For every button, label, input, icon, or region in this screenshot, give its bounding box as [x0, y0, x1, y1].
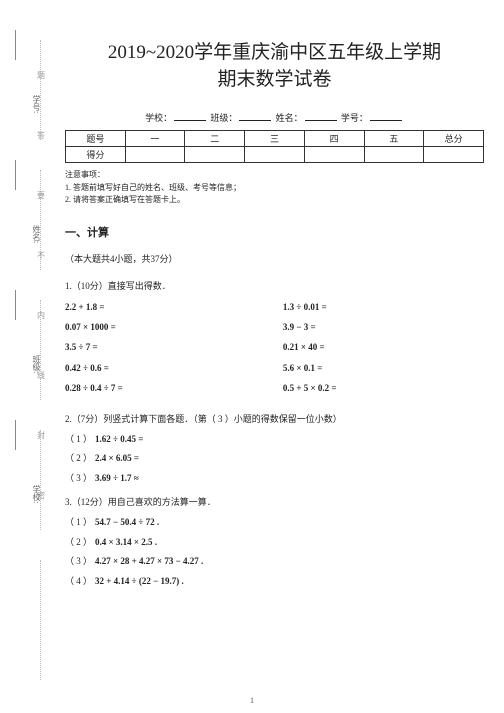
label-name: 姓名：: [276, 113, 303, 123]
bind-label-school: 学校:: [18, 485, 42, 503]
expr: 3.69 ÷ 1.7 ≈: [95, 473, 139, 483]
bind-char: 内: [36, 310, 46, 321]
question-head: 1.（10分）直接写出得数．: [65, 279, 484, 293]
label-class: 班级：: [210, 113, 237, 123]
expr: 5.6 × 0.1 =: [283, 361, 484, 375]
expr: 0.5 + 5 × 0.2 =: [283, 381, 484, 395]
expr: 1.3 ÷ 0.01 =: [283, 300, 484, 314]
binding-margin: 题 答 要 不 内 线 封 密 学号: 姓名: 班级: 学校:: [0, 0, 62, 713]
expr: 3.9 − 3 =: [283, 320, 484, 334]
bind-char: 要: [36, 190, 46, 201]
expr: 3.5 ÷ 7 =: [65, 340, 283, 354]
expr: 32 + 4.14 ÷ (22 − 19.7) .: [95, 576, 184, 586]
bind-label-id: 学号:: [18, 95, 42, 113]
blank-class[interactable]: [239, 111, 271, 121]
th: 五: [364, 131, 424, 147]
notes-line: 2. 请将答案正确填写在答题卡上。: [65, 194, 484, 206]
expr: 0.42 ÷ 0.6 =: [65, 361, 283, 375]
bind-char: 答: [36, 130, 46, 141]
th: 二: [185, 131, 245, 147]
exam-page: 题 答 要 不 内 线 封 密 学号: 姓名: 班级: 学校: 2019~202…: [0, 0, 504, 713]
expr: 2.2 + 1.8 =: [65, 300, 283, 314]
bind-char: 封: [36, 430, 46, 441]
question-2: 2.（7分）列竖式计算下面各题．（第（ 3 ）小题的得数保留一位小数） （ 1 …: [65, 412, 484, 486]
section-heading: 一、计算: [65, 224, 484, 240]
td[interactable]: [424, 147, 484, 163]
bind-label-name: 姓名:: [18, 225, 42, 243]
th: 三: [245, 131, 305, 147]
blank-name[interactable]: [305, 111, 337, 121]
score-table: 题号 一 二 三 四 五 总分 得分: [65, 130, 484, 163]
expr: 0.21 × 40 =: [283, 340, 484, 354]
expr: 4.27 × 28 + 4.27 × 73 − 4.27 .: [95, 556, 203, 566]
blank-id[interactable]: [370, 111, 402, 121]
notes-line: 1. 答题前填写好自己的姓名、班级、考号等信息；: [65, 182, 484, 194]
bind-char: 不: [36, 250, 46, 261]
student-info-line: 学校： 班级： 姓名： 学号：: [65, 111, 484, 124]
td[interactable]: [185, 147, 245, 163]
page-number: 1: [0, 696, 504, 705]
td: 得分: [66, 147, 126, 163]
blank-school[interactable]: [174, 111, 206, 121]
expr: 0.28 ÷ 0.4 ÷ 7 =: [65, 381, 283, 395]
table-row: 题号 一 二 三 四 五 总分: [66, 131, 484, 147]
question-3: 3.（12分）用自己喜欢的方法算一算． （ 1 ）54.7 − 50.4 ÷ 7…: [65, 495, 484, 588]
question-head: 2.（7分）列竖式计算下面各题．（第（ 3 ）小题的得数保留一位小数）: [65, 412, 484, 426]
notes-block: 注意事项： 1. 答题前填写好自己的姓名、班级、考号等信息； 2. 请将答案正确…: [65, 169, 484, 206]
content-area: 2019~2020学年重庆渝中区五年级上学期 期末数学试卷 学校： 班级： 姓名…: [65, 40, 484, 596]
td[interactable]: [245, 147, 305, 163]
expr: 2.4 × 6.05 =: [95, 453, 139, 463]
th: 四: [304, 131, 364, 147]
expr: 0.4 × 3.14 × 2.5 .: [95, 537, 157, 547]
expr: 54.7 − 50.4 ÷ 72 .: [95, 517, 159, 527]
exam-title: 2019~2020学年重庆渝中区五年级上学期 期末数学试卷: [65, 40, 484, 93]
label-id: 学号：: [341, 113, 368, 123]
td[interactable]: [304, 147, 364, 163]
expr: 0.07 × 1000 =: [65, 320, 283, 334]
question-1: 1.（10分）直接写出得数． 2.2 + 1.8 = 0.07 × 1000 =…: [65, 279, 484, 401]
expr: 1.62 ÷ 0.45 =: [95, 434, 143, 444]
table-row: 得分: [66, 147, 484, 163]
td[interactable]: [364, 147, 424, 163]
label-school: 学校：: [145, 113, 172, 123]
title-line-1: 2019~2020学年重庆渝中区五年级上学期: [108, 42, 441, 63]
title-line-2: 期末数学试卷: [217, 69, 331, 90]
th: 一: [125, 131, 185, 147]
notes-title: 注意事项：: [65, 169, 484, 181]
bind-label-class: 班级:: [18, 355, 42, 373]
question-head: 3.（12分）用自己喜欢的方法算一算．: [65, 495, 484, 509]
bind-char: 题: [36, 70, 46, 81]
section-subtitle: （本大题共4小题，共37分）: [65, 252, 484, 265]
th: 总分: [424, 131, 484, 147]
td[interactable]: [125, 147, 185, 163]
th: 题号: [66, 131, 126, 147]
